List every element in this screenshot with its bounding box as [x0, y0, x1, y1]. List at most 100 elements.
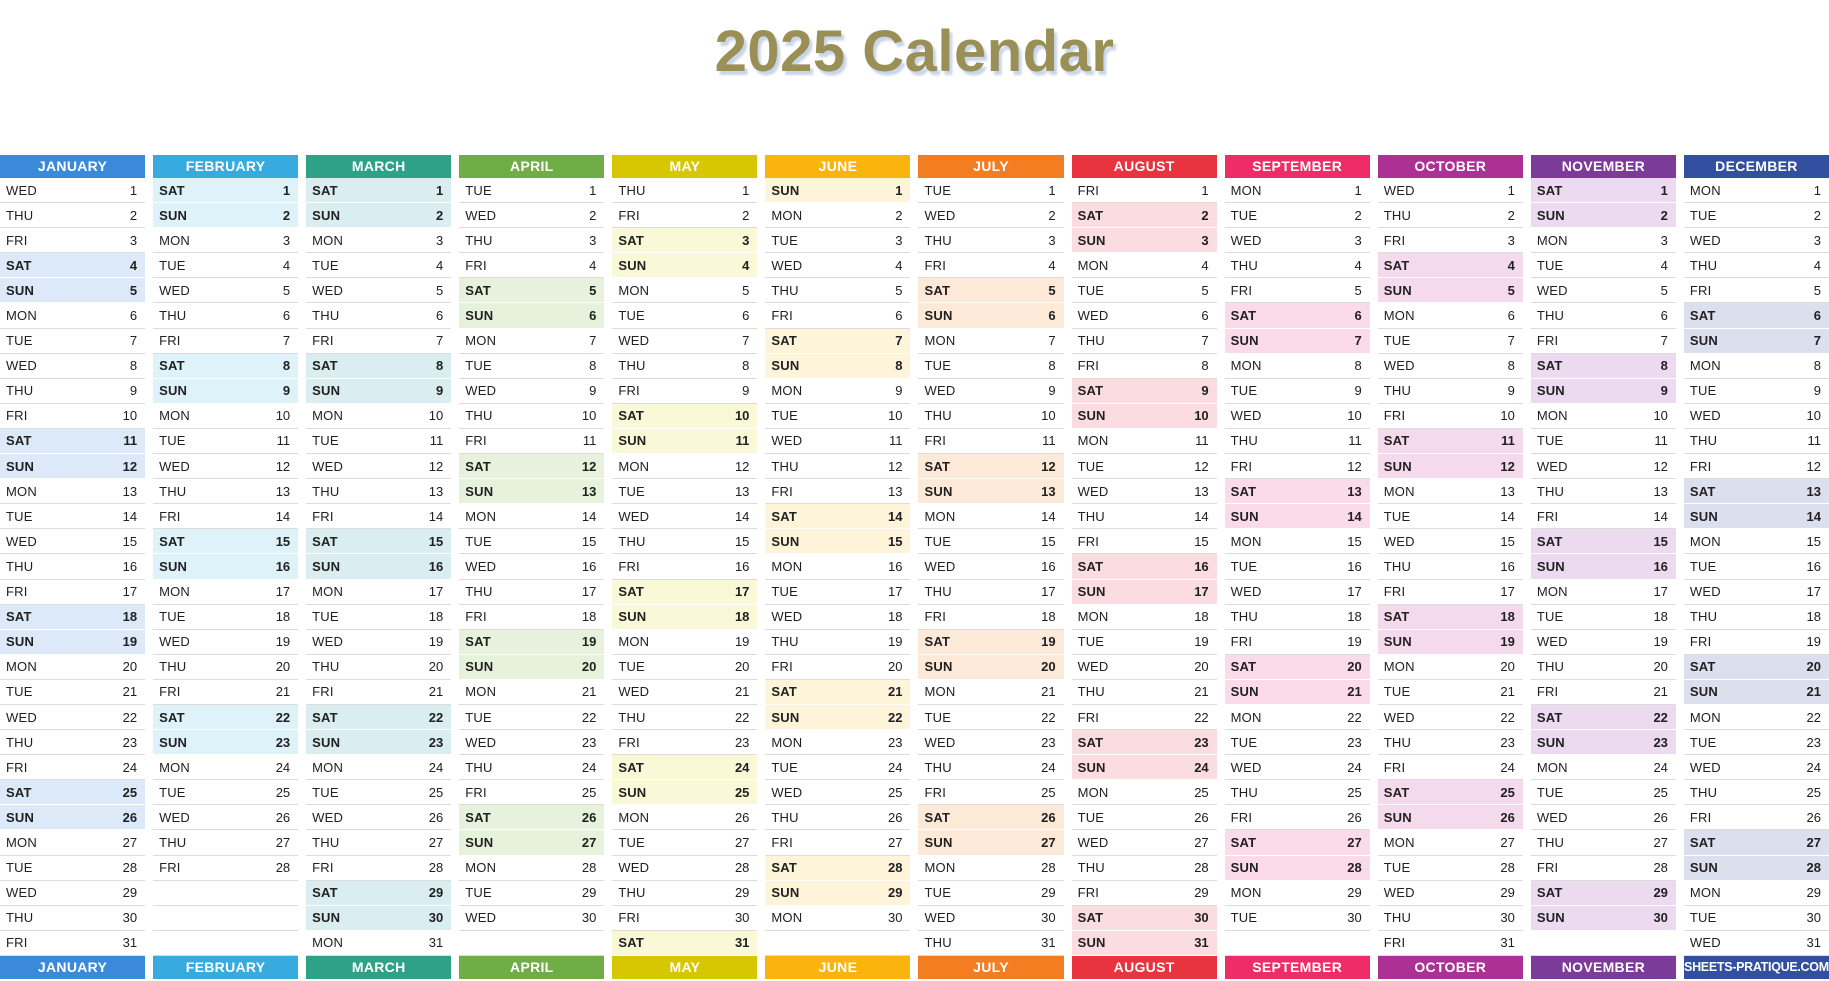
day-row: THU 25 [1683, 780, 1829, 806]
day-of-week-label: THU [618, 709, 646, 725]
day-row: FRI 31 [0, 931, 146, 956]
day-row: WED 16 [459, 554, 605, 580]
day-of-week-label: SAT [159, 533, 185, 549]
day-row: MON 29 [1224, 881, 1370, 906]
day-row: WED 28 [612, 856, 758, 881]
day-number: 10 [1194, 408, 1209, 424]
day-row: SAT 14 [765, 504, 911, 530]
day-row: SUN 5 [0, 278, 146, 304]
day-row: MON 23 [765, 730, 911, 756]
day-number: 17 [275, 584, 291, 600]
day-of-week-label: TUE [6, 333, 33, 349]
day-row: WED 26 [1530, 805, 1676, 831]
day-row: SAT 5 [918, 278, 1064, 304]
day-of-week-label: THU [312, 308, 340, 324]
month-column-march: MARCH SAT 1 SUN 2 MON 3 TUE 4 WED 5 THU 6 FRI 7 SAT 8 SUN… [306, 155, 452, 979]
month-footer: AUGUST [1071, 956, 1217, 979]
day-of-week-label: SAT [924, 282, 951, 298]
day-number: 13 [1194, 483, 1209, 499]
day-number: 2 [1660, 207, 1668, 223]
month-header: SEPTEMBER [1224, 155, 1370, 178]
day-of-week-label: THU [312, 834, 340, 850]
day-number: 17 [1347, 584, 1362, 600]
day-row: SAT 13 [1683, 479, 1829, 505]
day-number: 3 [1813, 232, 1821, 248]
day-row: THU 13 [306, 479, 452, 505]
day-row: THU 8 [612, 354, 758, 379]
day-row: FRI 16 [612, 554, 758, 580]
day-number: 14 [888, 508, 903, 524]
day-row: TUE 29 [918, 881, 1064, 906]
month-header: APRIL [459, 155, 605, 178]
day-of-week-label: SUN [1230, 333, 1259, 349]
day-row: THU 29 [612, 881, 758, 906]
day-number: 26 [1806, 809, 1821, 825]
day-of-week-label: MON [465, 508, 497, 524]
day-of-week-label: WED [771, 784, 803, 800]
day-row: TUE 3 [765, 228, 911, 254]
day-number: 21 [122, 684, 138, 700]
day-number: 24 [581, 759, 597, 775]
day-of-week-label: TUE [1230, 207, 1258, 223]
day-row: TUE 22 [459, 705, 605, 731]
day-of-week-label: WED [618, 860, 650, 876]
day-of-week-label: SAT [1536, 533, 1563, 549]
day-row: SAT 1 [153, 178, 299, 204]
day-number: 19 [428, 634, 444, 650]
day-row: TUE 8 [459, 354, 605, 379]
day-of-week-label: WED [1230, 232, 1262, 248]
day-row: MON 28 [918, 856, 1064, 881]
day-number: 20 [428, 659, 444, 675]
day-of-week-label: SAT [159, 358, 185, 374]
day-of-week-label: SAT [1689, 834, 1716, 850]
month-footer: FEBRUARY [153, 956, 299, 979]
day-row: SUN 4 [612, 253, 758, 279]
day-row: TUE 18 [306, 605, 452, 630]
day-row: FRI 23 [612, 730, 758, 756]
day-number: 14 [122, 508, 138, 524]
day-of-week-label: MON [771, 207, 803, 223]
day-number: 3 [129, 232, 138, 248]
day-of-week-label: SUN [312, 910, 341, 926]
day-of-week-label: MON [1077, 784, 1109, 800]
day-of-week-label: FRI [618, 910, 640, 926]
day-number: 12 [1041, 458, 1056, 474]
brand-link[interactable]: SHEETS-PRATIQUE.COM [1683, 956, 1829, 979]
day-number: 11 [1807, 433, 1821, 449]
month-column-july: JULY TUE 1 WED 2 THU 3 FRI 4 SAT 5 SUN 6 MON 7 TUE 8 WED 9… [918, 155, 1064, 979]
day-number: 7 [589, 333, 597, 349]
day-row: THU 27 [306, 830, 452, 856]
day-number: 28 [734, 860, 750, 876]
day-of-week-label: THU [1230, 609, 1258, 625]
day-of-week-label: THU [1230, 257, 1258, 273]
day-number: 24 [275, 759, 291, 775]
day-row: WED 2 [918, 203, 1064, 229]
day-of-week-label: FRI [1077, 182, 1100, 198]
day-number: 13 [1806, 483, 1821, 499]
day-of-week-label: FRI [465, 784, 487, 800]
day-number: 5 [129, 282, 138, 298]
day-of-week-label: THU [1077, 333, 1105, 349]
day-row: MON 1 [1683, 178, 1829, 204]
day-number: 15 [122, 533, 138, 549]
day-of-week-label: SUN [771, 182, 800, 198]
day-number: 3 [589, 232, 597, 248]
day-of-week-label: TUE [1689, 734, 1717, 750]
day-row: SAT 12 [459, 454, 605, 480]
day-of-week-label: MON [1536, 408, 1568, 424]
day-of-week-label: TUE [1536, 609, 1564, 625]
empty-row [1530, 931, 1676, 956]
day-row: WED 26 [153, 805, 299, 831]
day-row: SUN 2 [153, 203, 299, 229]
day-number: 3 [1660, 232, 1668, 248]
day-row: MON 1 [1224, 178, 1370, 204]
day-number: 4 [589, 257, 597, 273]
day-of-week-label: SAT [771, 684, 798, 700]
day-row: SUN 1 [765, 178, 911, 204]
day-number: 28 [275, 860, 291, 876]
day-row: SUN 25 [612, 780, 758, 806]
day-row: TUE 4 [153, 253, 299, 279]
day-row: SAT 3 [612, 228, 758, 254]
day-number: 19 [1041, 634, 1056, 650]
day-of-week-label: MON [1230, 885, 1262, 901]
